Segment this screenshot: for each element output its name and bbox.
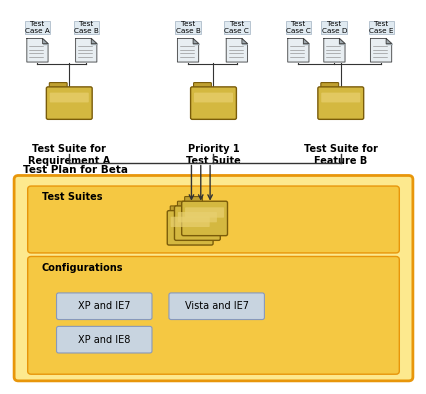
FancyBboxPatch shape [181, 201, 227, 236]
Text: XP and IE8: XP and IE8 [78, 335, 130, 345]
FancyBboxPatch shape [28, 256, 398, 374]
Text: Test
Case C: Test Case C [285, 21, 310, 34]
FancyBboxPatch shape [320, 93, 360, 102]
Text: Test
Case C: Test Case C [224, 21, 249, 34]
Polygon shape [193, 39, 198, 44]
Polygon shape [370, 39, 391, 62]
Text: Test
Case E: Test Case E [368, 21, 392, 34]
FancyBboxPatch shape [28, 186, 398, 253]
FancyBboxPatch shape [46, 87, 92, 119]
Text: XP and IE7: XP and IE7 [78, 301, 130, 311]
FancyBboxPatch shape [56, 293, 152, 320]
Polygon shape [226, 39, 247, 62]
FancyBboxPatch shape [178, 212, 216, 222]
Polygon shape [303, 39, 308, 44]
Text: Test Suite for
Feature B: Test Suite for Feature B [303, 144, 377, 166]
Text: Test
Case D: Test Case D [321, 21, 346, 34]
FancyBboxPatch shape [14, 175, 412, 381]
FancyBboxPatch shape [170, 206, 187, 214]
Polygon shape [75, 39, 97, 62]
Text: Test
Case A: Test Case A [25, 21, 50, 34]
Text: Test Suites: Test Suites [42, 192, 102, 202]
FancyBboxPatch shape [50, 93, 89, 102]
FancyBboxPatch shape [184, 197, 202, 204]
FancyBboxPatch shape [174, 206, 220, 240]
Text: Test
Case B: Test Case B [74, 21, 98, 34]
FancyBboxPatch shape [177, 201, 195, 209]
Text: Test
Case B: Test Case B [175, 21, 200, 34]
Polygon shape [339, 39, 344, 44]
FancyBboxPatch shape [167, 211, 213, 245]
Polygon shape [27, 39, 48, 62]
FancyBboxPatch shape [193, 83, 211, 90]
Polygon shape [242, 39, 247, 44]
FancyBboxPatch shape [317, 87, 363, 119]
Polygon shape [287, 39, 308, 62]
Polygon shape [385, 39, 391, 44]
Text: Test Plan for Beta: Test Plan for Beta [23, 165, 127, 175]
Text: Test Suite for
Requirement A: Test Suite for Requirement A [28, 144, 110, 166]
FancyBboxPatch shape [184, 207, 224, 217]
FancyBboxPatch shape [169, 293, 264, 320]
Polygon shape [323, 39, 344, 62]
Text: Vista and IE7: Vista and IE7 [184, 301, 248, 311]
Polygon shape [91, 39, 97, 44]
FancyBboxPatch shape [170, 217, 209, 227]
FancyBboxPatch shape [190, 87, 236, 119]
FancyBboxPatch shape [320, 83, 338, 90]
FancyBboxPatch shape [56, 326, 152, 353]
FancyBboxPatch shape [193, 93, 233, 102]
Polygon shape [43, 39, 48, 44]
Text: Priority 1
Test Suite: Priority 1 Test Suite [186, 144, 240, 166]
FancyBboxPatch shape [49, 83, 67, 90]
Polygon shape [177, 39, 198, 62]
Text: Configurations: Configurations [42, 263, 123, 273]
